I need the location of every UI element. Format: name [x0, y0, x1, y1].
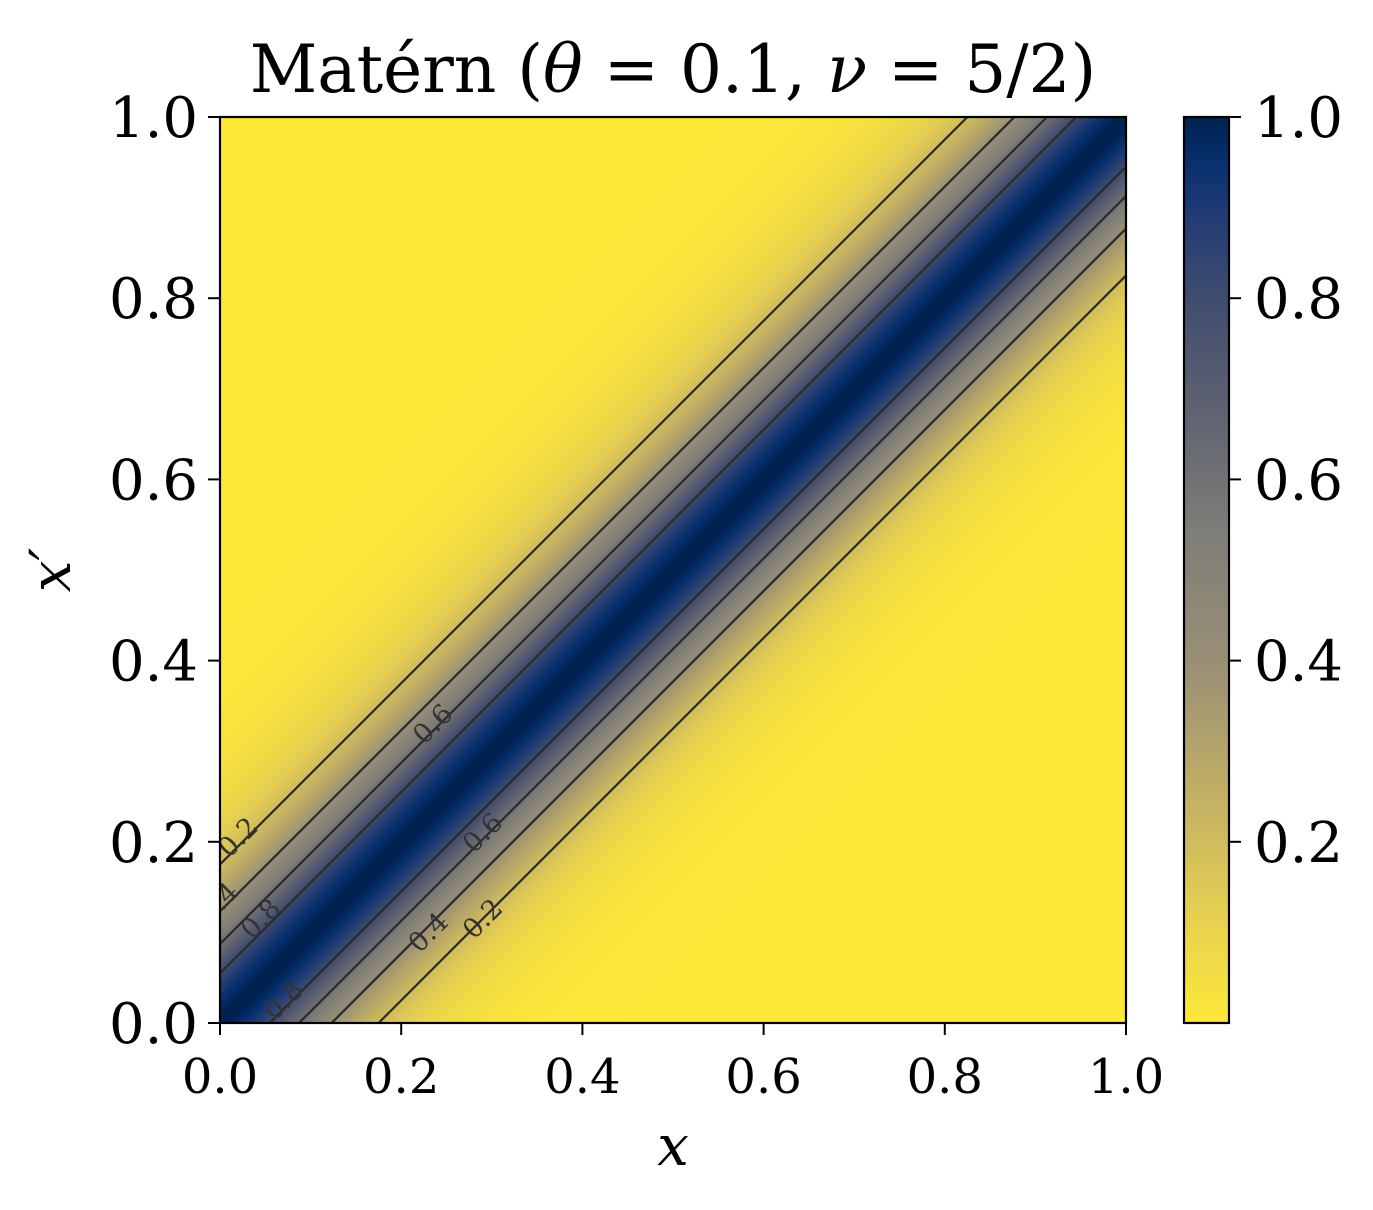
colorbar-ticks: 0.2 0.4 0.6 0.8 1.0 [1229, 86, 1343, 876]
contour-line-0.2 [220, 117, 969, 866]
y-tick-label: 0.8 [109, 267, 198, 332]
heatmap-image [220, 117, 1126, 1023]
title-prefix: Matérn ( [250, 31, 543, 108]
colorbar-fill [1184, 117, 1229, 1023]
y-tick-label: 0.0 [109, 992, 198, 1057]
x-axis-label: x [657, 1114, 689, 1179]
title-nu: ν [827, 31, 867, 108]
colorbar: 0.2 0.4 0.6 0.8 1.0 [1182, 86, 1343, 1025]
colorbar-tick-label: 1.0 [1254, 86, 1343, 151]
contour-line-0.4 [330, 227, 1126, 1023]
x-tick-label: 0.4 [544, 1049, 620, 1105]
y-tick-label: 0.2 [109, 811, 198, 876]
plot-frame [218, 115, 1128, 1025]
contour-lines [220, 117, 1126, 1023]
colorbar-tick-label: 0.4 [1254, 630, 1343, 695]
colorbar-tick-label: 0.8 [1254, 267, 1343, 332]
contour-line-0.8 [220, 117, 1078, 975]
y-axis-ticks: 0.0 0.2 0.4 0.6 0.8 1.0 [109, 86, 220, 1057]
x-tick-label: 0.0 [182, 1049, 258, 1105]
y-tick-label: 1.0 [109, 86, 198, 151]
title-theta: θ [543, 31, 583, 108]
y-tick-label: 0.6 [109, 448, 198, 513]
x-tick-label: 0.2 [363, 1049, 439, 1105]
x-tick-label: 1.0 [1088, 1049, 1164, 1105]
x-tick-label: 0.8 [907, 1049, 983, 1105]
y-tick-label: 0.4 [109, 630, 198, 695]
x-tick-label: 0.6 [725, 1049, 801, 1105]
y-axis-label: x′ [19, 548, 84, 593]
x-axis-ticks: 0.0 0.2 0.4 0.6 0.8 1.0 [182, 1023, 1164, 1105]
contour-line-0.8 [268, 165, 1126, 1023]
contour-line-0.6 [297, 195, 1126, 1023]
heatmap-plot-area: 0.2.40.80.60.80.60.4 0.2 [220, 117, 1126, 1023]
contour-line-0.2 [377, 274, 1126, 1023]
title-eq2: = 5/2) [867, 31, 1096, 108]
colorbar-tick-label: 0.2 [1254, 811, 1343, 876]
contour-line-0.6 [220, 117, 1049, 945]
contour-line-0.4 [220, 117, 1016, 913]
colorbar-frame [1182, 115, 1231, 1025]
chart-title: Matérn (θ = 0.1, ν = 5/2) [250, 31, 1097, 108]
colorbar-tick-label: 0.6 [1254, 448, 1343, 513]
title-eq1: = 0.1, [583, 31, 827, 108]
